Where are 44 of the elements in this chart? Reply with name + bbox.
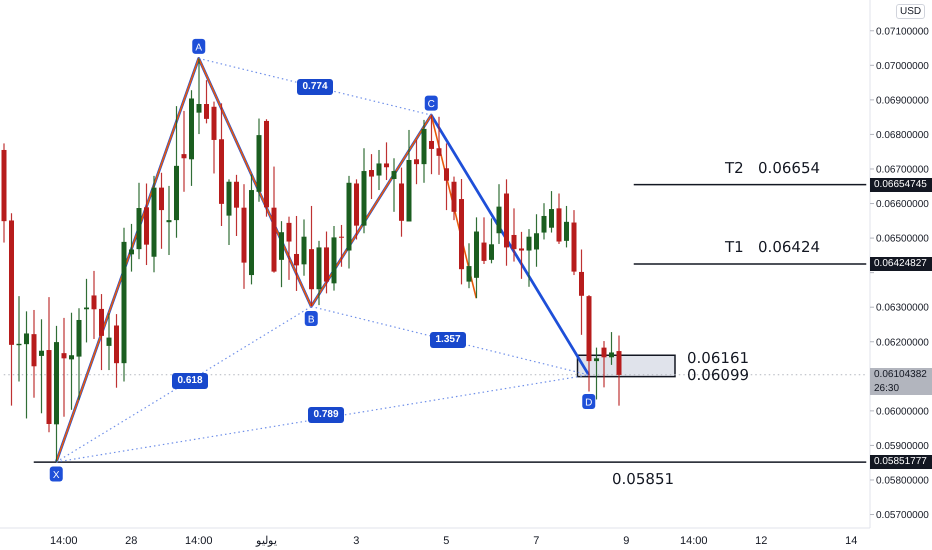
data-label: B <box>308 314 315 326</box>
data-label: D <box>585 398 592 409</box>
annotation: T1 0.06424 <box>725 238 820 256</box>
y-tick-label: 0.07000000 <box>876 60 930 72</box>
annotation: T2 0.06654 <box>725 158 820 177</box>
annotation: 0.06161 <box>687 349 750 367</box>
y-tick-label: 0.06700000 <box>876 164 930 176</box>
data-label: X <box>52 470 60 481</box>
x-tick-label: 14:00 <box>184 534 213 547</box>
y-tick-label: 0.05800000 <box>876 476 930 487</box>
ref-line-label: 0.06654745 <box>870 178 932 192</box>
x-tick-label: 12 <box>755 534 768 547</box>
ref-line-label: 0.05851777 <box>870 455 932 470</box>
y-tick-label: 0.06600000 <box>876 199 930 210</box>
data-label: C <box>428 99 435 110</box>
y-tick-label: 0.06300000 <box>876 302 930 314</box>
y-tick-label: 0.05900000 <box>876 440 930 452</box>
x-tick-label: 9 <box>623 534 630 547</box>
y-tick-label: 0.06500000 <box>876 234 930 245</box>
y-tick-label: 0.06900000 <box>876 95 930 106</box>
annotation: 0.06099 <box>687 366 750 384</box>
ref-line-label: 0.06424827 <box>870 257 932 272</box>
x-tick-label: 5 <box>443 534 450 547</box>
y-tick-label: 0.06800000 <box>876 130 930 141</box>
x-tick-label: 14 <box>845 534 858 547</box>
annotation: 0.05851 <box>612 470 674 488</box>
y-tick-label: 0.07100000 <box>876 26 930 38</box>
text: 26:30 <box>870 382 932 395</box>
x-tick-label: 28 <box>125 534 138 547</box>
annotation: 1.357 <box>430 332 466 348</box>
x-tick-label: يوليو <box>254 534 277 547</box>
y-axis-title: USD <box>896 4 926 19</box>
annotation: 0.618 <box>172 373 208 389</box>
x-tick-label: 14:00 <box>50 534 78 547</box>
y-tick-label: 0.06200000 <box>876 337 930 348</box>
annotation: 0.774 <box>297 79 333 95</box>
x-tick-label: 7 <box>533 534 540 547</box>
y-tick-label: 0.06000000 <box>876 406 930 418</box>
x-tick-label: 14:00 <box>680 534 708 547</box>
data-label: A <box>195 42 202 54</box>
y-tick-label: 0.05700000 <box>876 510 930 522</box>
annotation: 0.789 <box>308 407 344 423</box>
x-tick-label: 3 <box>353 534 360 547</box>
ref-line-label: 0.06104382 <box>870 368 932 382</box>
